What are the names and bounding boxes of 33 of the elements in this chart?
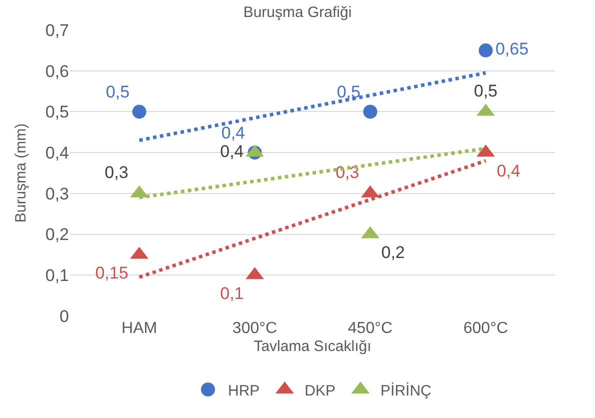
x-tick-label: 600°C — [463, 320, 508, 337]
y-tick-label: 0,3 — [45, 184, 69, 204]
point — [132, 104, 146, 119]
x-tick-label: HAM — [122, 320, 158, 337]
data-label: 0,5 — [474, 81, 498, 100]
legend-label: DKP — [304, 382, 336, 400]
data-label: 0,4 — [220, 142, 244, 161]
data-label: 0,15 — [95, 263, 128, 282]
y-tick-label: 0,6 — [45, 62, 69, 81]
point — [478, 43, 493, 58]
y-tick-label: 0,1 — [45, 266, 69, 286]
y-axis-title: Buruşma (mm) — [12, 123, 30, 223]
x-tick-label: 300°C — [232, 320, 278, 337]
data-label: 0,3 — [104, 163, 128, 182]
legend-label: HRP — [228, 382, 260, 400]
data-label: 0,4 — [221, 124, 246, 143]
data-label: 0,5 — [336, 82, 360, 102]
point — [363, 104, 378, 119]
y-tick-label: 0 — [60, 306, 69, 326]
y-tick-label: 0,4 — [45, 144, 69, 163]
line-series — [138, 158, 488, 279]
x-axis-title: Tavlama Sıcaklığı — [254, 338, 372, 355]
y-tick-label: 0,2 — [45, 225, 69, 244]
data-label: 0,1 — [220, 284, 244, 303]
legend-label: PİRİNÇ — [380, 381, 432, 400]
x-tick-label: 450°C — [348, 320, 393, 337]
data-label: 0,65 — [495, 40, 529, 59]
data-label: 0,4 — [496, 161, 520, 180]
data-label: 0,2 — [381, 243, 405, 262]
chart-title: Buruşma Grafiği — [243, 4, 352, 21]
data-label: 0,5 — [106, 82, 130, 102]
y-tick-label: 0,7 — [45, 20, 69, 40]
y-tick-label: 0,5 — [45, 102, 69, 122]
